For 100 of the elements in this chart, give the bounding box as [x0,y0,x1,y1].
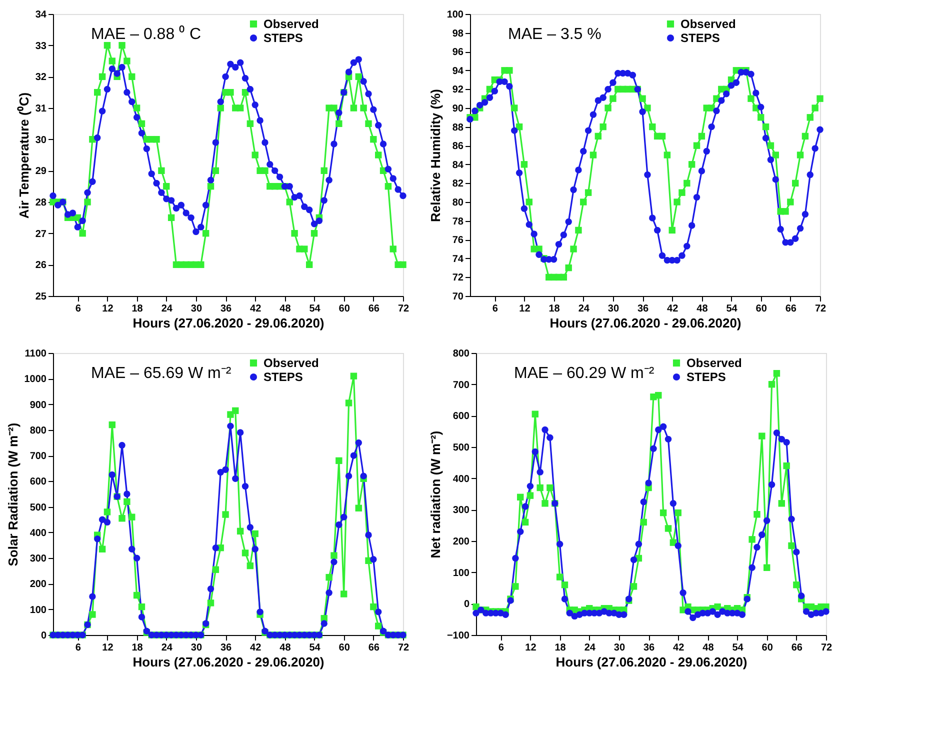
x-tick-label: 72 [398,304,410,314]
legend-label: STEPS [264,31,303,45]
y-tick-label: 74 [452,254,464,265]
y-tick-label: 94 [452,66,464,77]
y-axis-title: Air Temperature (⁰C) [16,92,32,219]
y-tick-label: 400 [452,474,470,485]
x-tick-label: 12 [525,642,537,654]
y-tick-label: 90 [452,104,464,114]
x-tick-label: 6 [75,642,82,654]
y-tick-label: 26 [35,260,47,272]
x-tick-label: 6 [498,642,504,654]
y-tick-label: 400 [30,528,47,539]
x-tick-label: 30 [614,642,626,654]
x-tick-label: 24 [578,304,590,314]
y-tick-label: 0 [464,599,470,610]
annotation: MAE – 3.5 % [508,26,602,43]
x-axis-title: Hours (27.06.2020 - 29.06.2020) [556,654,748,670]
y-tick-label: 30 [35,134,47,146]
annotation: MAE – 60.29 W m⁻² [514,365,655,382]
y-tick-label: 82 [452,178,464,190]
x-tick-label: 12 [102,304,114,314]
y-tick-label: 78 [452,216,464,228]
x-tick-label: 60 [756,304,768,314]
y-tick-label: 32 [35,72,47,84]
x-tick-label: 18 [132,304,144,314]
y-tick-label: 34 [35,10,47,20]
x-tick-label: 36 [637,304,650,314]
y-tick-label: 200 [452,536,470,548]
y-tick-label: 700 [30,451,47,462]
annotation: MAE – 0.88 ⁰ C [91,25,202,43]
x-tick-label: 24 [161,642,173,654]
y-tick-label: 76 [452,235,464,246]
y-tick-label: 28 [35,198,47,208]
x-tick-label: 30 [608,304,620,314]
x-tick-label: 12 [102,642,114,654]
y-tick-label: 84 [452,160,464,171]
y-tick-label: 200 [30,579,47,590]
x-tick-label: 42 [250,642,262,654]
x-tick-label: 48 [280,304,292,314]
x-tick-label: 72 [820,642,832,654]
y-tick-label: 900 [30,400,47,411]
y-tick-label: 31 [35,104,47,114]
annotation: MAE – 65.69 W m⁻² [91,365,232,382]
x-tick-label: 48 [696,304,708,314]
x-tick-label: 54 [732,642,744,654]
y-axis-title: Solar Radiation (W m⁻²) [5,422,20,566]
x-tick-label: 54 [309,642,321,654]
y-tick-label: 98 [452,28,464,40]
x-tick-label: 66 [785,304,797,314]
x-tick-label: 42 [667,304,679,314]
x-tick-label: 36 [220,642,232,654]
x-tick-label: 24 [161,304,173,314]
x-axis-title: Hours (27.06.2020 - 29.06.2020) [132,654,324,670]
y-tick-label: 72 [452,272,464,284]
y-tick-label: 70 [452,292,464,302]
x-tick-label: 42 [673,642,685,654]
y-tick-label: 29 [35,166,47,178]
x-tick-label: 72 [814,304,826,314]
x-tick-label: 60 [338,304,350,314]
x-tick-label: 66 [368,304,380,314]
y-tick-label: 1000 [24,374,47,386]
y-tick-label: 100 [446,10,464,20]
x-tick-label: 72 [398,642,410,654]
y-tick-label: 700 [452,380,470,391]
x-tick-label: 30 [190,642,202,654]
y-tick-label: 500 [452,442,470,454]
x-tick-label: 18 [132,642,144,654]
y-tick-label: 25 [35,292,47,302]
y-tick-label: 800 [30,425,47,436]
y-tick-label: 500 [30,502,47,514]
x-tick-label: 6 [75,304,82,314]
x-tick-label: 42 [250,304,262,314]
x-tick-label: 12 [519,304,531,314]
x-axis-title: Hours (27.06.2020 - 29.06.2020) [550,316,742,330]
y-tick-label: 80 [452,198,464,208]
x-tick-label: 48 [702,642,714,654]
x-axis-title: Hours (27.06.2020 - 29.06.2020) [132,316,324,330]
y-tick-label: 100 [452,568,470,579]
x-tick-label: 66 [368,642,380,654]
legend-label: Observed [264,17,319,31]
x-tick-label: 48 [280,642,292,654]
x-tick-label: 66 [791,642,803,654]
y-tick-label: 300 [452,505,470,516]
y-tick-label: 96 [452,47,464,58]
y-tick-label: 100 [30,604,47,616]
y-tick-label: 92 [452,84,464,96]
y-axis-title: Relative Humidity (%) [428,89,443,222]
x-tick-label: 36 [643,642,656,654]
legend-label: Observed [264,356,319,370]
y-tick-label: 600 [452,411,470,422]
x-tick-label: 30 [190,304,202,314]
y-tick-label: 33 [35,40,47,52]
y-tick-label: 0 [40,630,47,642]
y-tick-label: −100 [446,630,470,642]
y-tick-label: 1100 [24,348,47,360]
legend-label: Observed [680,17,736,31]
x-tick-label: 18 [548,304,560,314]
x-tick-label: 18 [554,642,566,654]
y-tick-label: 300 [30,554,47,565]
x-tick-label: 24 [584,642,596,654]
